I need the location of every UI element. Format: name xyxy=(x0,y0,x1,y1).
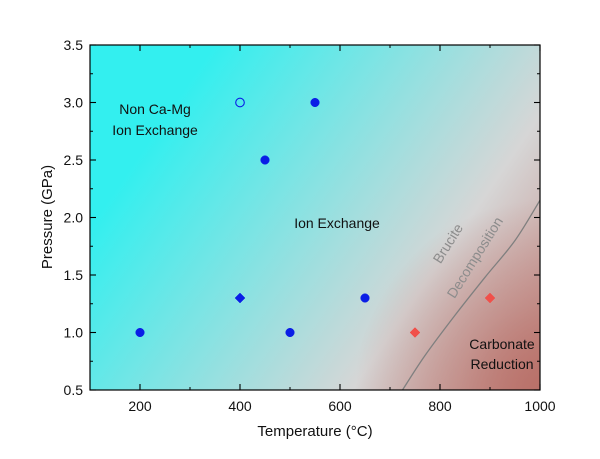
ion-exchange-label: Ion Exchange xyxy=(294,215,380,231)
non-ca-mg-label-line2: Ion Exchange xyxy=(112,122,198,138)
y-tick-label: 3.0 xyxy=(64,95,84,111)
x-axis: 200 400 600 800 1000 xyxy=(89,45,556,414)
x-tick-label: 600 xyxy=(328,398,352,414)
y-tick-label: 0.5 xyxy=(64,382,84,398)
y-tick-label: 1.0 xyxy=(64,325,84,341)
y-axis: 0.5 1.0 1.5 2.0 2.5 3.0 3.5 xyxy=(64,37,540,398)
filled-circles-point xyxy=(310,97,320,108)
open-circle-point xyxy=(235,97,245,108)
x-tick-label: 200 xyxy=(128,398,152,414)
carbonate-label-line1: Carbonate xyxy=(469,336,535,352)
x-tick-label: 400 xyxy=(228,398,252,414)
filled-circles-point xyxy=(260,155,270,165)
x-tick-label: 800 xyxy=(428,398,452,414)
y-tick-label: 2.0 xyxy=(64,210,84,226)
filled-circles-point xyxy=(285,327,295,338)
non-ca-mg-label-line1: Non Ca-Mg xyxy=(119,101,191,117)
carbonate-label-line2: Reduction xyxy=(470,356,533,372)
blue-diamond-point xyxy=(234,292,246,304)
red-diamonds-point xyxy=(409,327,421,338)
y-axis-title: Pressure (GPa) xyxy=(39,165,56,269)
x-tick-label: 1000 xyxy=(524,398,555,414)
filled-circles-point xyxy=(360,293,370,303)
brucite-decomposition-curve xyxy=(401,199,540,390)
y-tick-label: 1.5 xyxy=(64,267,84,283)
x-axis-title: Temperature (°C) xyxy=(257,423,372,440)
y-tick-label: 2.5 xyxy=(64,152,84,168)
filled-circles-point xyxy=(135,327,145,338)
red-diamonds-point xyxy=(484,292,496,304)
data-markers xyxy=(135,97,496,338)
y-tick-label: 3.5 xyxy=(64,37,84,53)
